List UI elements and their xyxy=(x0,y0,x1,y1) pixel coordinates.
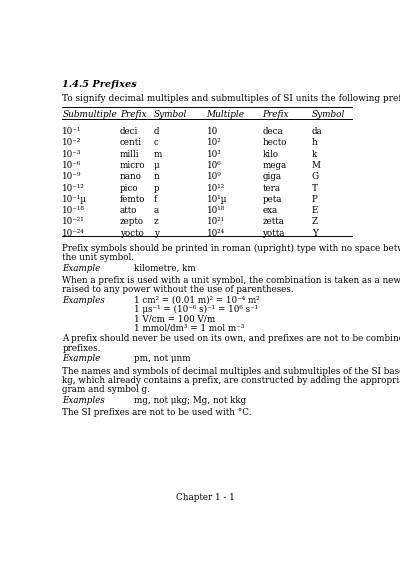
Text: micro: micro xyxy=(120,161,145,170)
Text: 10⁻⁶: 10⁻⁶ xyxy=(62,161,82,170)
Text: Prefix: Prefix xyxy=(120,110,146,119)
Text: 10⁻¹: 10⁻¹ xyxy=(62,127,82,136)
Text: Examples: Examples xyxy=(62,396,105,405)
Text: y: y xyxy=(154,229,159,238)
Text: peta: peta xyxy=(262,195,282,204)
Text: h: h xyxy=(312,138,318,147)
Text: 10¹²: 10¹² xyxy=(206,184,225,193)
Text: Symbol: Symbol xyxy=(312,110,345,119)
Text: kg, which already contains a prefix, are constructed by adding the appropriate p: kg, which already contains a prefix, are… xyxy=(62,376,400,385)
Text: A prefix should never be used on its own, and prefixes are not to be combined in: A prefix should never be used on its own… xyxy=(62,334,400,344)
Text: yocto: yocto xyxy=(120,229,144,238)
Text: Prefix symbols should be printed in roman (upright) type with no space between t: Prefix symbols should be printed in roma… xyxy=(62,244,400,253)
Text: giga: giga xyxy=(262,172,282,181)
Text: zetta: zetta xyxy=(262,218,284,227)
Text: kilometre, km: kilometre, km xyxy=(134,264,196,272)
Text: Prefix: Prefix xyxy=(262,110,289,119)
Text: E: E xyxy=(312,206,318,215)
Text: d: d xyxy=(154,127,159,136)
Text: n: n xyxy=(154,172,160,181)
Text: 1.4.5 Prefixes: 1.4.5 Prefixes xyxy=(62,80,137,89)
Text: Multiple: Multiple xyxy=(206,110,244,119)
Text: Example: Example xyxy=(62,264,101,272)
Text: P: P xyxy=(312,195,318,204)
Text: 10⁶: 10⁶ xyxy=(206,161,221,170)
Text: gram and symbol g.: gram and symbol g. xyxy=(62,385,150,394)
Text: 1 V/cm = 100 V/m: 1 V/cm = 100 V/m xyxy=(134,314,215,323)
Text: p: p xyxy=(154,184,160,193)
Text: nano: nano xyxy=(120,172,142,181)
Text: deca: deca xyxy=(262,127,283,136)
Text: M: M xyxy=(312,161,321,170)
Text: kilo: kilo xyxy=(262,150,278,159)
Text: 10²⁴: 10²⁴ xyxy=(206,229,224,238)
Text: 10: 10 xyxy=(206,127,218,136)
Text: Example: Example xyxy=(62,354,101,363)
Text: Y: Y xyxy=(312,229,318,238)
Text: 10²¹: 10²¹ xyxy=(206,218,225,227)
Text: 10¹µ: 10¹µ xyxy=(206,195,227,204)
Text: 10⁻³: 10⁻³ xyxy=(62,150,82,159)
Text: da: da xyxy=(312,127,323,136)
Text: mega: mega xyxy=(262,161,286,170)
Text: 1 μs⁻¹ = (10⁻⁶ s)⁻¹ = 10⁶ s⁻¹: 1 μs⁻¹ = (10⁻⁶ s)⁻¹ = 10⁶ s⁻¹ xyxy=(134,305,258,314)
Text: Symbol: Symbol xyxy=(154,110,187,119)
Text: k: k xyxy=(312,150,317,159)
Text: atto: atto xyxy=(120,206,137,215)
Text: deci: deci xyxy=(120,127,138,136)
Text: 1 cm² = (0.01 m)² = 10⁻⁴ m²: 1 cm² = (0.01 m)² = 10⁻⁴ m² xyxy=(134,295,259,305)
Text: 10⁻¹⁸: 10⁻¹⁸ xyxy=(62,206,85,215)
Text: yotta: yotta xyxy=(262,229,285,238)
Text: 10⁻²¹: 10⁻²¹ xyxy=(62,218,85,227)
Text: milli: milli xyxy=(120,150,139,159)
Text: zepto: zepto xyxy=(120,218,144,227)
Text: mg, not μkg; Mg, not kkg: mg, not μkg; Mg, not kkg xyxy=(134,396,246,405)
Text: 10¹⁸: 10¹⁸ xyxy=(206,206,225,215)
Text: When a prefix is used with a unit symbol, the combination is taken as a new symb: When a prefix is used with a unit symbol… xyxy=(62,276,400,285)
Text: z: z xyxy=(154,218,158,227)
Text: Chapter 1 - 1: Chapter 1 - 1 xyxy=(176,493,234,502)
Text: femto: femto xyxy=(120,195,145,204)
Text: c: c xyxy=(154,138,159,147)
Text: raised to any power without the use of parentheses.: raised to any power without the use of p… xyxy=(62,285,294,294)
Text: pico: pico xyxy=(120,184,138,193)
Text: pm, not μnm: pm, not μnm xyxy=(134,354,190,363)
Text: 10⁹: 10⁹ xyxy=(206,172,221,181)
Text: m: m xyxy=(154,150,162,159)
Text: The SI prefixes are not to be used with °C.: The SI prefixes are not to be used with … xyxy=(62,408,252,417)
Text: Examples: Examples xyxy=(62,295,105,305)
Text: The names and symbols of decimal multiples and submultiples of the SI base unit : The names and symbols of decimal multipl… xyxy=(62,367,400,376)
Text: 10⁻⁹: 10⁻⁹ xyxy=(62,172,82,181)
Text: 10²: 10² xyxy=(206,138,221,147)
Text: 10⁻¹²: 10⁻¹² xyxy=(62,184,85,193)
Text: tera: tera xyxy=(262,184,280,193)
Text: μ: μ xyxy=(154,161,160,170)
Text: 10⁻²: 10⁻² xyxy=(62,138,82,147)
Text: 1 mmol/dm³ = 1 mol m⁻³: 1 mmol/dm³ = 1 mol m⁻³ xyxy=(134,323,244,332)
Text: 10⁻¹µ: 10⁻¹µ xyxy=(62,195,88,204)
Text: 10⁻²⁴: 10⁻²⁴ xyxy=(62,229,85,238)
Text: hecto: hecto xyxy=(262,138,287,147)
Text: G: G xyxy=(312,172,319,181)
Text: exa: exa xyxy=(262,206,278,215)
Text: Submultiple: Submultiple xyxy=(62,110,117,119)
Text: prefixes.: prefixes. xyxy=(62,344,101,353)
Text: centi: centi xyxy=(120,138,142,147)
Text: 10³: 10³ xyxy=(206,150,221,159)
Text: Z: Z xyxy=(312,218,318,227)
Text: To signify decimal multiples and submultiples of SI units the following prefixes: To signify decimal multiples and submult… xyxy=(62,94,400,103)
Text: T: T xyxy=(312,184,318,193)
Text: a: a xyxy=(154,206,159,215)
Text: the unit symbol.: the unit symbol. xyxy=(62,253,134,262)
Text: f: f xyxy=(154,195,157,204)
